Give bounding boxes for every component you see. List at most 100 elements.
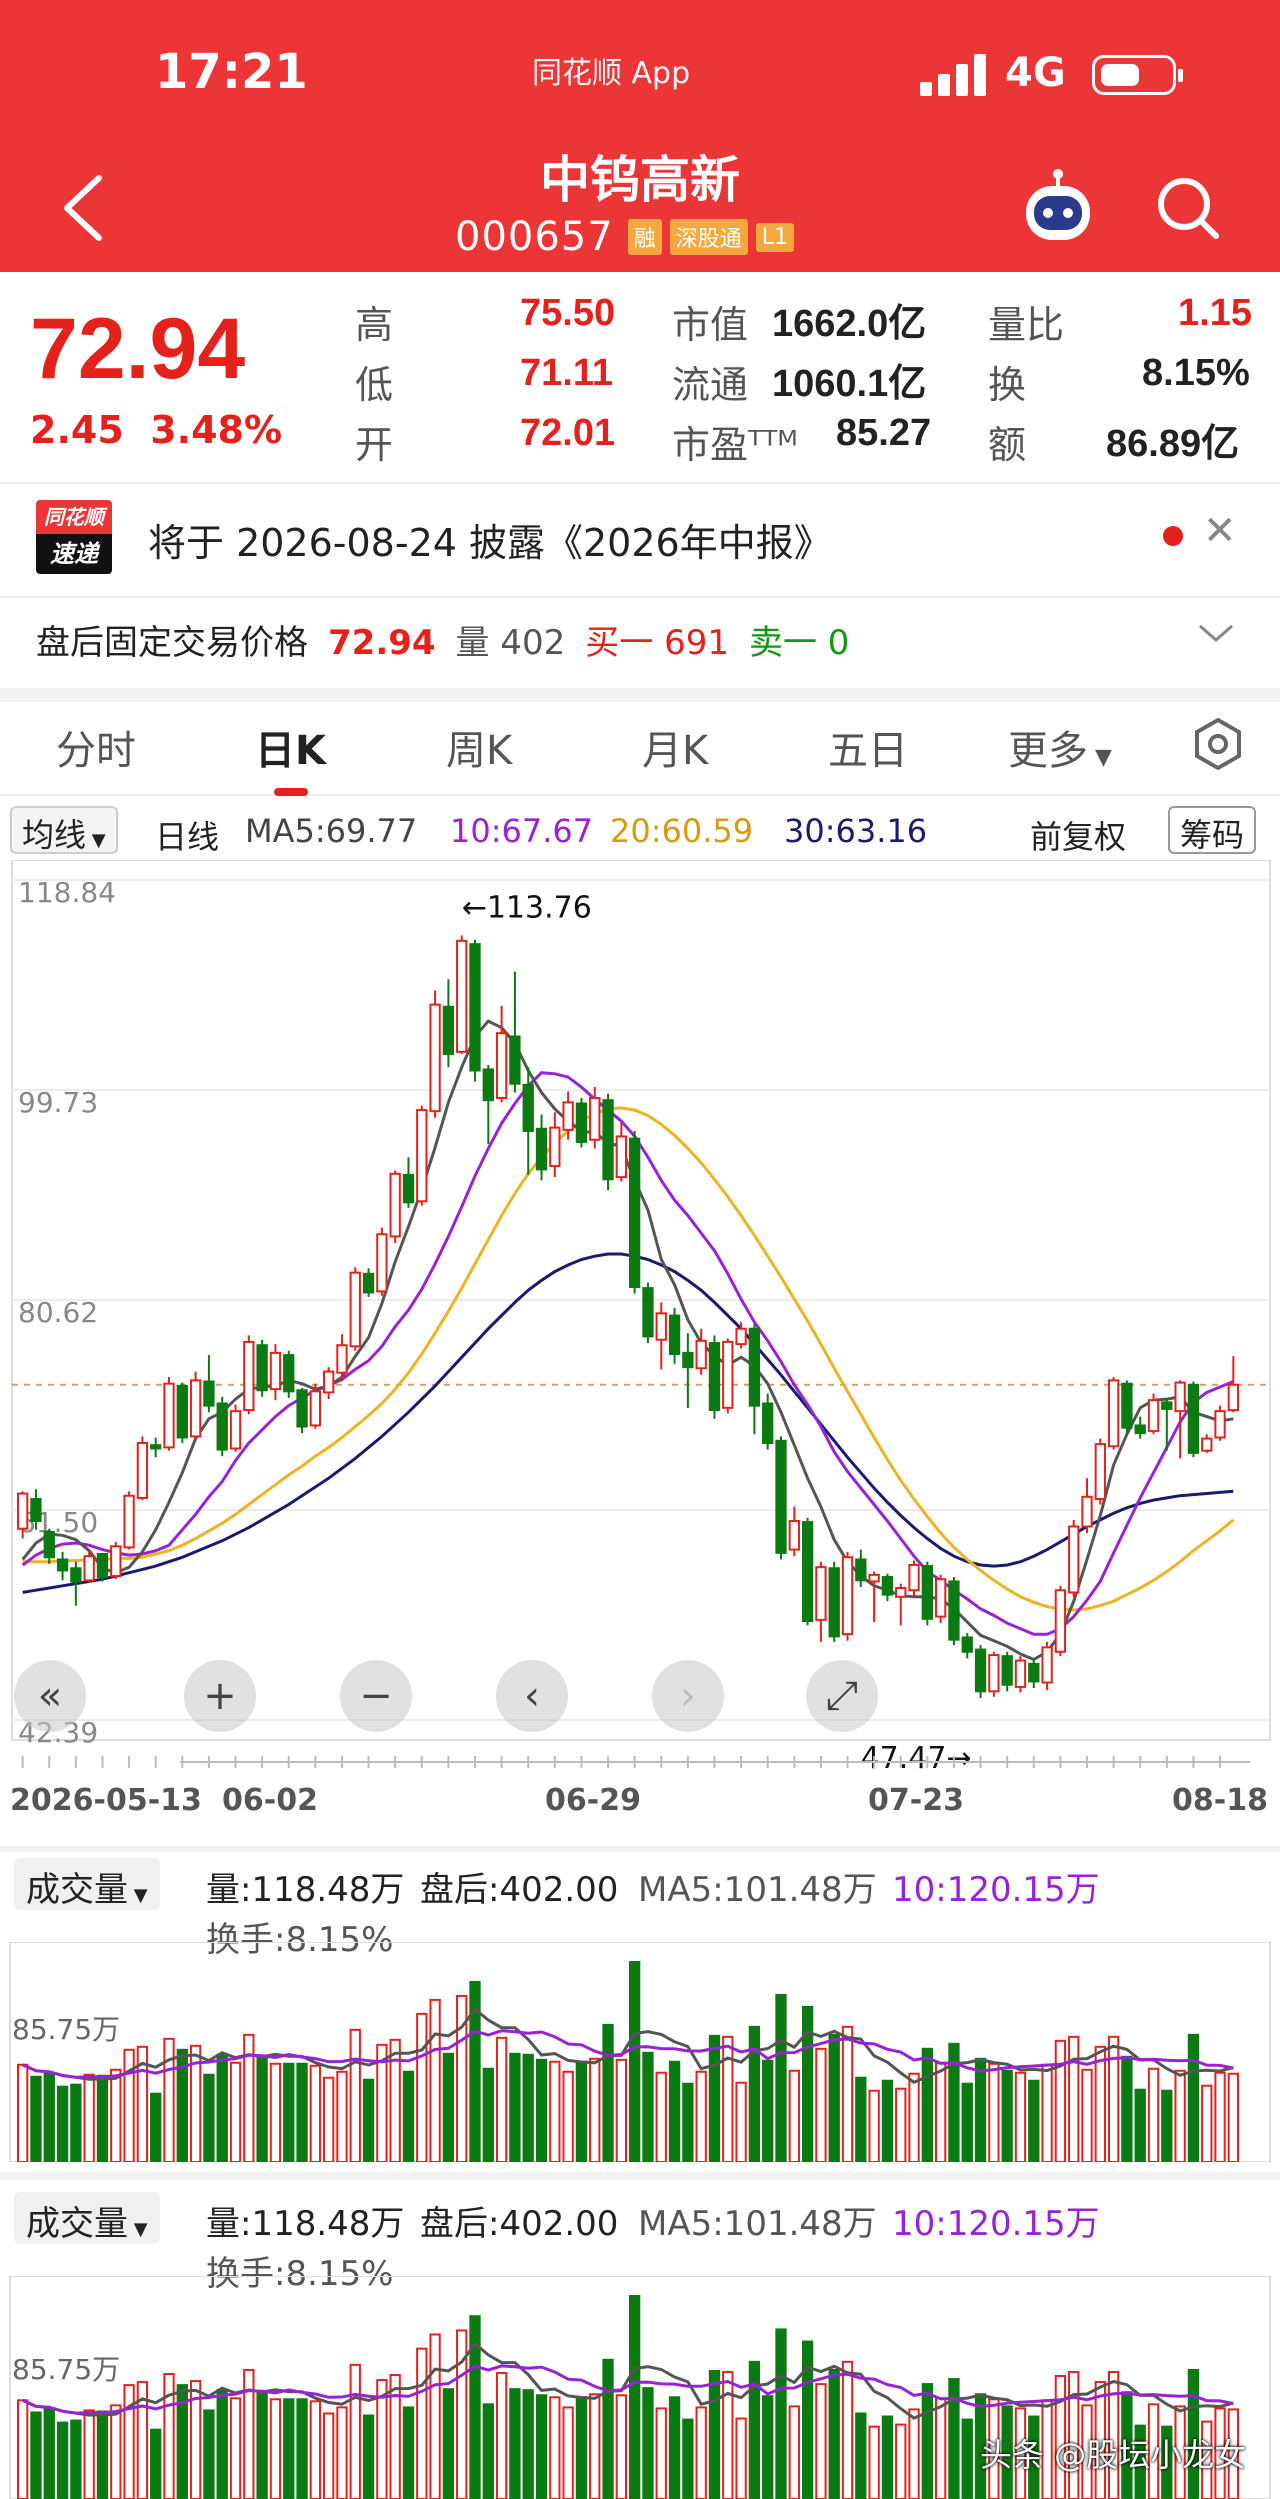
candle-body (218, 1403, 227, 1449)
tab-monthly-k[interactable]: 月K (642, 718, 708, 776)
volume-bar (883, 2081, 892, 2162)
candle-body (257, 1345, 266, 1390)
high-label: 高 (355, 294, 393, 349)
candle-body (750, 1329, 759, 1406)
price-change: 2.45 3.48% (30, 408, 282, 452)
candle-body (550, 1128, 559, 1166)
volume-bar (257, 2056, 266, 2162)
volume-bar (18, 2065, 27, 2162)
volume-bar (1175, 2071, 1184, 2162)
watermark: 头条 @股坛小龙女 (980, 2430, 1246, 2476)
chevron-down-icon[interactable] (1196, 618, 1236, 648)
candle-body (18, 1494, 27, 1529)
adjust-mode[interactable]: 前复权 (1030, 812, 1126, 858)
vol-selector-label: 成交量 (26, 2204, 128, 2244)
volume-bar (58, 2423, 67, 2499)
volume-bar (1122, 2057, 1131, 2162)
volume-bar (524, 2390, 533, 2499)
close-icon[interactable]: ✕ (1203, 508, 1237, 554)
assistant-robot-icon[interactable] (1018, 168, 1098, 248)
volume-bar (603, 2025, 612, 2162)
volume-bar (1069, 2037, 1078, 2162)
volume-bar (537, 2060, 546, 2162)
candle-body (164, 1384, 173, 1448)
candle-body (191, 1380, 200, 1436)
volume-bar (856, 2413, 865, 2499)
volume-bar (976, 2059, 985, 2162)
ah-price: 72.94 (328, 623, 436, 663)
vol-selector-1[interactable]: 成交量 ▼ (14, 1858, 160, 1910)
volume-bar (830, 2035, 839, 2162)
candle-body (577, 1103, 586, 1141)
volume-bar (417, 2349, 426, 2499)
candle-body (151, 1445, 160, 1448)
volume-bar (1162, 2091, 1171, 2162)
x-tick-label: 08-18 (1172, 1783, 1268, 1818)
volume-bar (896, 2089, 905, 2162)
volume-bar (204, 2410, 213, 2499)
tab-more[interactable]: 更多 ▼ (1008, 718, 1112, 776)
volume-bar (257, 2391, 266, 2499)
volume-bar (697, 2407, 706, 2499)
settings-hexagon-icon[interactable] (1190, 716, 1246, 772)
candle-body (989, 1655, 998, 1691)
candle-body (923, 1566, 932, 1619)
volume-bar (670, 2062, 679, 2162)
volume-bar (1202, 2086, 1211, 2162)
high-value: 75.50 (520, 292, 615, 335)
candle-body (617, 1136, 626, 1177)
pan-left-button[interactable]: ‹ (496, 1660, 568, 1732)
candle-body (763, 1403, 772, 1443)
volume-bar (630, 1962, 639, 2162)
candle-body (417, 1110, 426, 1201)
volume-bar (750, 2027, 759, 2162)
ah-buy-label: 买一 (585, 623, 653, 663)
candle-body (1109, 1380, 1118, 1446)
dropdown-triangle-icon: ▼ (128, 1885, 148, 1906)
tab-daily-k[interactable]: 日K (255, 718, 326, 776)
pan-right-button[interactable]: › (652, 1660, 724, 1732)
volume-bar (617, 2395, 626, 2499)
tab-five-day[interactable]: 五日 (828, 718, 908, 776)
ah-buy: 691 (664, 623, 729, 663)
zoom-out-far-button[interactable]: « (14, 1660, 86, 1732)
volume-chart-1[interactable] (0, 1942, 1280, 2162)
volume-bar (963, 2084, 972, 2162)
tab-weekly-k[interactable]: 周K (446, 718, 512, 776)
vol-after: 盘后:402.00 (420, 2196, 618, 2245)
volume-bar (231, 2398, 240, 2499)
candle-body (351, 1273, 360, 1347)
vol-selector-2[interactable]: 成交量 ▼ (14, 2192, 160, 2244)
volume-bar (284, 2399, 293, 2499)
volume-bar (790, 2406, 799, 2499)
volume-bar (989, 2064, 998, 2162)
chip-button[interactable]: 筹码 (1168, 806, 1256, 854)
fullscreen-button[interactable]: ⤢ (806, 1660, 878, 1732)
volume-bar (723, 2037, 732, 2162)
volume-bar (58, 2087, 67, 2162)
tab-intraday[interactable]: 分时 (56, 718, 136, 776)
volume-bar (723, 2372, 732, 2499)
volume-bar (31, 2077, 40, 2162)
volume-bar (1016, 2073, 1025, 2162)
app-header: 17:21 同花顺 App 4G 中钨高新 000657 融 深股通 L1 (0, 0, 1280, 272)
candle-body (776, 1441, 785, 1553)
volume-bar (750, 2362, 759, 2499)
candle-body (1189, 1385, 1198, 1453)
zoom-in-button[interactable]: + (184, 1660, 256, 1732)
candle-body (1162, 1402, 1171, 1409)
candle-body (670, 1316, 679, 1354)
vol-after: 盘后:402.00 (420, 1862, 618, 1911)
volume-bar (417, 2014, 426, 2162)
status-app-name: 同花顺 App (532, 48, 690, 92)
panel-separator (0, 2172, 1280, 2180)
ma5-value: MA5:69.77 (245, 812, 417, 850)
candle-body (457, 941, 466, 1052)
zoom-out-button[interactable]: − (340, 1660, 412, 1732)
search-icon[interactable] (1152, 172, 1222, 242)
volume-bar (617, 2060, 626, 2162)
notice-text[interactable]: 将于 2026-08-24 披露《2026年中报》 (148, 512, 832, 567)
status-time: 17:21 (155, 44, 308, 100)
volume-bar (1096, 2047, 1105, 2162)
candle-body (204, 1381, 213, 1405)
